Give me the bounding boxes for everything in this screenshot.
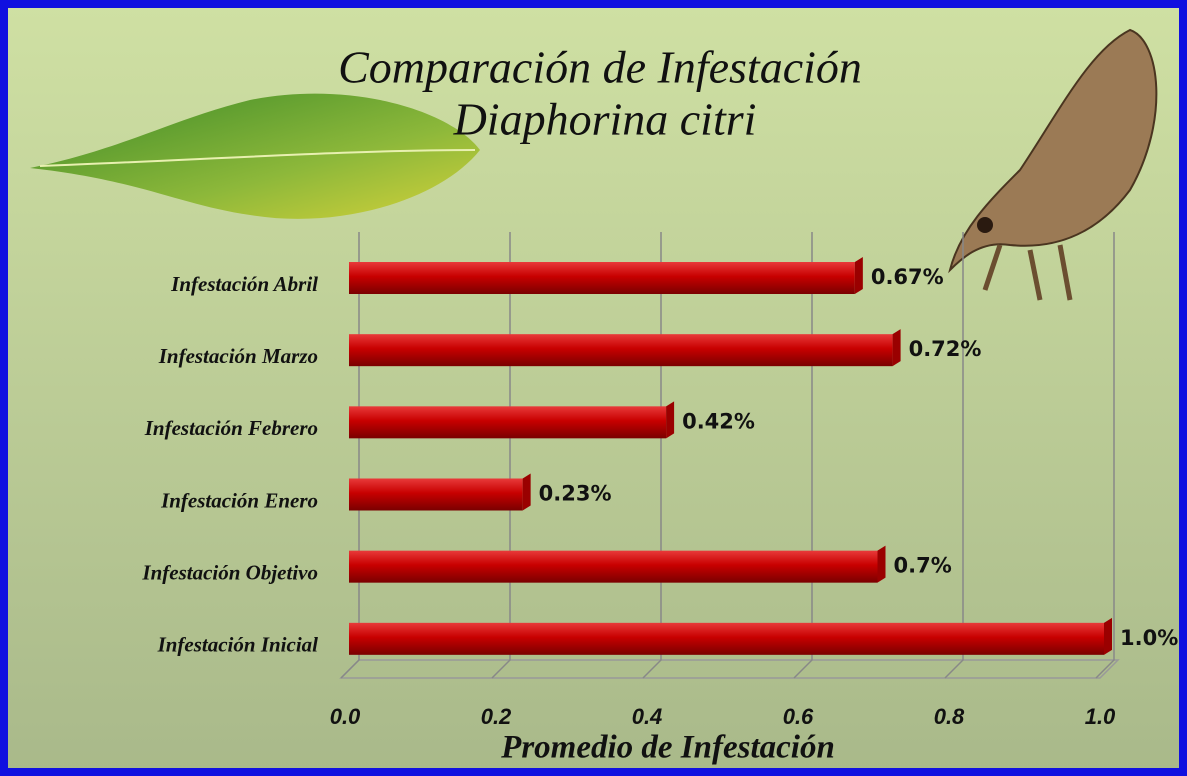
bar — [349, 479, 523, 511]
chart: Comparación de Infestación Diaphorina ci… — [0, 0, 1187, 776]
bar-end-cap — [878, 546, 886, 583]
value-label: 0.23% — [539, 482, 612, 506]
x-tick-label: 0.0 — [330, 704, 361, 729]
value-label: 0.67% — [871, 265, 944, 289]
y-tick-label: Infestación Abril — [170, 272, 318, 296]
bar-end-cap — [666, 401, 674, 438]
bar-end-cap — [855, 257, 863, 294]
x-tick-label: 1.0 — [1085, 704, 1116, 729]
bar-end-cap — [523, 474, 531, 511]
value-label: 0.72% — [909, 337, 982, 361]
chart-subtitle: Diaphorina citri — [453, 94, 757, 145]
value-label: 1.0% — [1120, 626, 1178, 650]
y-tick-label: Infestación Marzo — [158, 344, 318, 368]
x-tick-label: 0.4 — [632, 704, 663, 729]
value-label: 0.42% — [682, 409, 755, 433]
y-tick-label: Infestación Inicial — [157, 633, 319, 657]
bar — [349, 406, 666, 438]
x-tick-label: 0.2 — [481, 704, 512, 729]
x-tick-label: 0.6 — [783, 704, 814, 729]
y-tick-label: Infestación Febrero — [144, 416, 318, 440]
chart-title: Comparación de Infestación — [338, 42, 862, 93]
bar — [349, 623, 1104, 655]
y-tick-label: Infestación Objetivo — [141, 560, 318, 584]
x-tick-label: 0.8 — [934, 704, 965, 729]
bar — [349, 551, 878, 583]
bar — [349, 262, 855, 294]
bar-end-cap — [1104, 618, 1112, 655]
x-axis-title: Promedio de Infestación — [500, 730, 835, 766]
bar — [349, 334, 893, 366]
y-tick-label: Infestación Enero — [160, 488, 318, 512]
bar-end-cap — [893, 329, 901, 366]
value-label: 0.7% — [894, 554, 952, 578]
